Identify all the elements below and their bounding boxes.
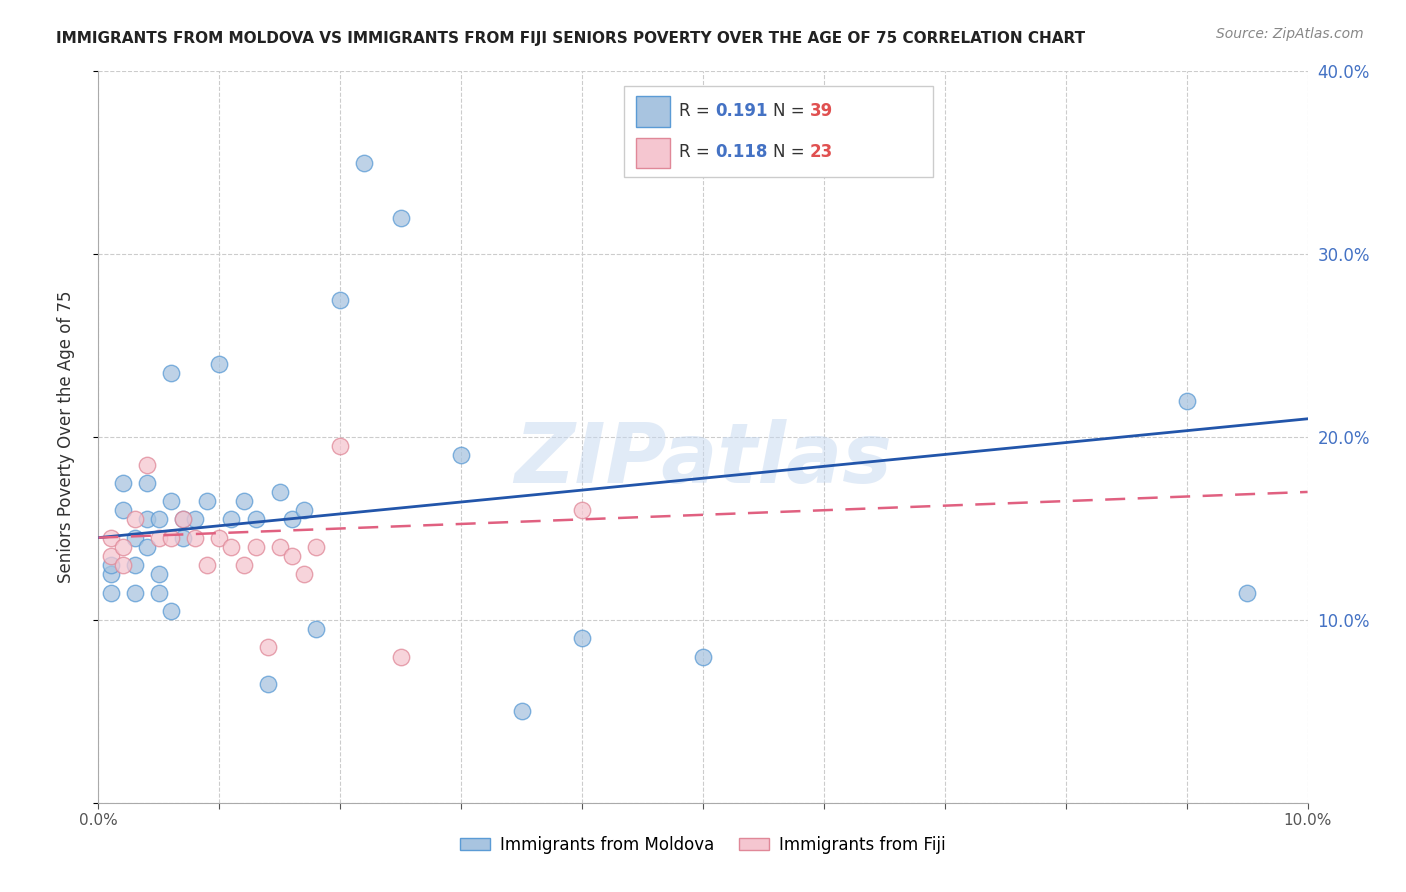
Legend: Immigrants from Moldova, Immigrants from Fiji: Immigrants from Moldova, Immigrants from…: [453, 829, 953, 860]
Point: [160, 531, 183, 545]
Point: [100, 549, 122, 563]
Point: [148, 512, 170, 526]
Point: [100, 558, 122, 573]
Point: [135, 458, 157, 472]
Point: [184, 531, 207, 545]
Point: [124, 585, 146, 599]
Point: [232, 494, 254, 508]
Point: [135, 540, 157, 554]
Point: [172, 512, 194, 526]
Point: [571, 632, 593, 646]
Point: [692, 649, 714, 664]
FancyBboxPatch shape: [624, 86, 932, 178]
FancyBboxPatch shape: [637, 96, 671, 128]
Point: [1175, 393, 1198, 408]
Point: [124, 558, 146, 573]
Text: 0.191: 0.191: [716, 102, 768, 120]
Point: [510, 705, 533, 719]
Point: [256, 640, 278, 655]
Text: 39: 39: [810, 102, 832, 120]
Point: [208, 357, 231, 371]
Text: Source: ZipAtlas.com: Source: ZipAtlas.com: [1216, 27, 1364, 41]
Point: [305, 540, 328, 554]
Point: [195, 494, 218, 508]
Point: [148, 531, 170, 545]
Point: [329, 439, 352, 453]
Point: [100, 567, 122, 582]
Text: 0.118: 0.118: [716, 143, 768, 161]
Point: [172, 531, 194, 545]
Point: [100, 585, 122, 599]
Text: R =: R =: [679, 102, 714, 120]
Point: [281, 512, 304, 526]
Point: [160, 604, 183, 618]
Point: [232, 558, 254, 573]
Point: [292, 567, 315, 582]
Point: [245, 540, 267, 554]
Text: N =: N =: [773, 143, 810, 161]
Point: [256, 677, 278, 691]
Point: [195, 558, 218, 573]
Point: [184, 512, 207, 526]
Text: ZIPatlas: ZIPatlas: [515, 418, 891, 500]
Point: [124, 512, 146, 526]
Text: 23: 23: [810, 143, 832, 161]
Point: [1236, 585, 1258, 599]
Point: [111, 503, 134, 517]
Point: [111, 475, 134, 490]
Point: [389, 211, 412, 225]
Point: [269, 540, 291, 554]
Point: [450, 448, 472, 462]
Point: [292, 503, 315, 517]
Point: [148, 567, 170, 582]
Point: [221, 512, 243, 526]
Point: [124, 531, 146, 545]
Point: [160, 366, 183, 380]
Point: [281, 549, 304, 563]
Point: [160, 494, 183, 508]
Point: [245, 512, 267, 526]
Point: [389, 649, 412, 664]
Point: [221, 540, 243, 554]
Point: [353, 156, 375, 170]
Point: [208, 531, 231, 545]
Y-axis label: Seniors Poverty Over the Age of 75: Seniors Poverty Over the Age of 75: [56, 291, 75, 583]
Point: [172, 512, 194, 526]
Text: R =: R =: [679, 143, 714, 161]
Point: [305, 622, 328, 636]
Point: [111, 558, 134, 573]
Point: [269, 485, 291, 500]
Point: [100, 531, 122, 545]
Point: [135, 512, 157, 526]
Point: [571, 503, 593, 517]
Text: IMMIGRANTS FROM MOLDOVA VS IMMIGRANTS FROM FIJI SENIORS POVERTY OVER THE AGE OF : IMMIGRANTS FROM MOLDOVA VS IMMIGRANTS FR…: [56, 31, 1085, 46]
FancyBboxPatch shape: [637, 137, 671, 169]
Text: N =: N =: [773, 102, 810, 120]
Point: [329, 293, 352, 307]
Point: [135, 475, 157, 490]
Point: [148, 585, 170, 599]
Point: [111, 540, 134, 554]
